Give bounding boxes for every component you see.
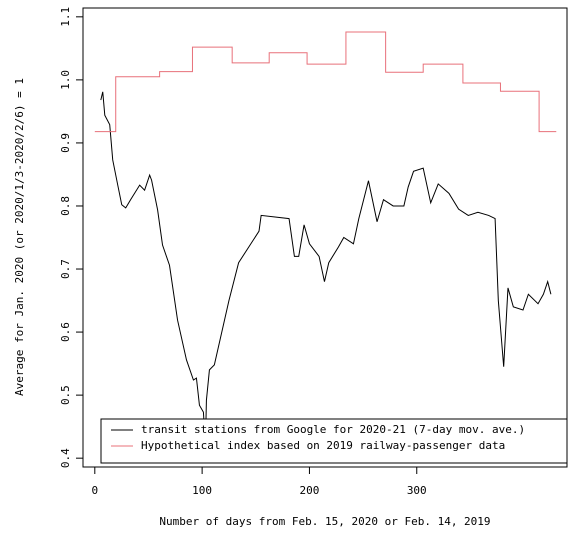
legend-box bbox=[100, 418, 568, 464]
plot-frame bbox=[82, 7, 568, 468]
x-tick-label: 0 bbox=[91, 484, 98, 497]
legend-label: transit stations from Google for 2020-21… bbox=[141, 423, 525, 436]
y-axis-label: Average for Jan. 2020 (or 2020/1/3-2020/… bbox=[13, 78, 26, 396]
y-tick-label: 0.4 bbox=[59, 448, 72, 468]
y-tick-label: 0.7 bbox=[59, 259, 72, 279]
legend-label: Hypothetical index based on 2019 railway… bbox=[141, 439, 505, 452]
x-tick-label: 200 bbox=[300, 484, 320, 497]
x-tick-label: 100 bbox=[192, 484, 212, 497]
y-tick-label: 0.9 bbox=[59, 133, 72, 153]
y-tick-label: 1.0 bbox=[59, 70, 72, 90]
y-tick-label: 1.1 bbox=[59, 7, 72, 27]
series-line bbox=[100, 91, 552, 445]
y-tick-label: 0.6 bbox=[59, 322, 72, 342]
x-axis-label: Number of days from Feb. 15, 2020 or Feb… bbox=[159, 515, 490, 528]
y-tick-label: 0.8 bbox=[59, 196, 72, 216]
x-tick-label: 300 bbox=[407, 484, 427, 497]
y-tick-label: 0.5 bbox=[59, 385, 72, 405]
series-line bbox=[94, 31, 557, 133]
